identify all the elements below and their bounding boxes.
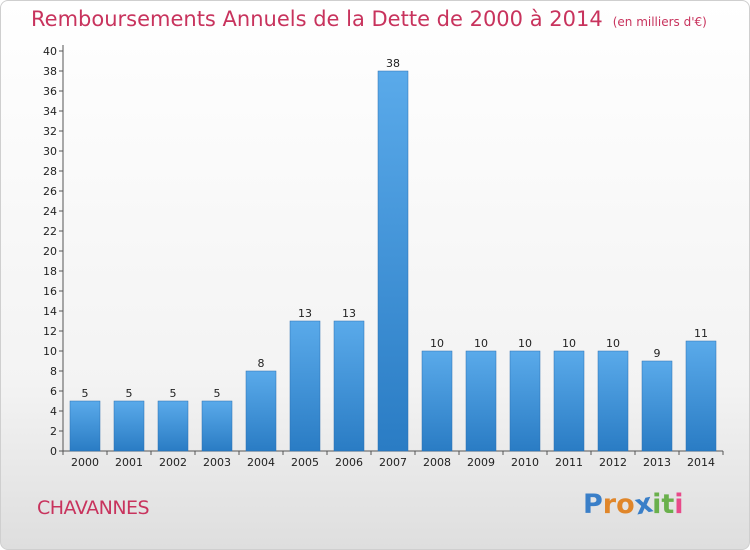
bar — [509, 350, 541, 452]
x-tick-label: 2000 — [71, 456, 99, 469]
x-tick-label: 2005 — [291, 456, 319, 469]
bar — [465, 350, 497, 452]
bar — [597, 350, 629, 452]
bar — [245, 370, 277, 452]
x-tick-label: 2010 — [511, 456, 539, 469]
bar — [333, 320, 365, 452]
y-tick-label: 10 — [43, 345, 57, 358]
bar-value-label: 10 — [474, 337, 488, 350]
city-name: CHAVANNES — [37, 497, 150, 519]
bar — [157, 400, 189, 452]
bar — [421, 350, 453, 452]
bar — [113, 400, 145, 452]
logo-letter: i — [652, 489, 662, 520]
x-tick-label: 2014 — [687, 456, 715, 469]
bar-value-label: 13 — [342, 307, 356, 320]
bar — [641, 360, 673, 452]
y-tick-label: 12 — [43, 325, 57, 338]
bar — [377, 70, 409, 452]
y-tick-label: 24 — [43, 205, 57, 218]
chart-title-text: Remboursements Annuels de la Dette de 20… — [31, 7, 603, 31]
y-tick-label: 38 — [43, 65, 57, 78]
x-tick-label: 2004 — [247, 456, 275, 469]
axes: 0246810121416182022242628303234363840200… — [43, 45, 724, 469]
bar-value-label: 10 — [430, 337, 444, 350]
y-tick-label: 22 — [43, 225, 57, 238]
y-tick-label: 0 — [50, 445, 57, 458]
bar-value-label: 10 — [562, 337, 576, 350]
bars: 5 5 5 5 8 13 13 38 10 10 10 10 10 9 11 — [69, 57, 717, 452]
y-tick-label: 34 — [43, 105, 57, 118]
bar-value-label: 10 — [518, 337, 532, 350]
logo-letter: P — [583, 489, 603, 520]
bar-value-label: 9 — [654, 347, 661, 360]
y-tick-label: 8 — [50, 365, 57, 378]
y-tick-label: 2 — [50, 425, 57, 438]
logo-letter: i — [674, 489, 684, 520]
x-tick-label: 2009 — [467, 456, 495, 469]
bar — [69, 400, 101, 452]
y-tick-label: 18 — [43, 265, 57, 278]
x-tick-label: 2003 — [203, 456, 231, 469]
logo-letter: o — [616, 489, 635, 520]
bar-value-label: 5 — [214, 387, 221, 400]
y-tick-label: 14 — [43, 305, 57, 318]
y-tick-label: 26 — [43, 185, 57, 198]
bar-value-label: 11 — [694, 327, 708, 340]
x-tick-label: 2006 — [335, 456, 363, 469]
bar-value-label: 5 — [170, 387, 177, 400]
x-tick-label: 2013 — [643, 456, 671, 469]
y-tick-label: 40 — [43, 45, 57, 58]
x-tick-label: 2002 — [159, 456, 187, 469]
y-tick-label: 28 — [43, 165, 57, 178]
y-tick-label: 36 — [43, 85, 57, 98]
bar — [289, 320, 321, 452]
x-tick-label: 2001 — [115, 456, 143, 469]
bar-value-label: 8 — [258, 357, 265, 370]
chart-title: Remboursements Annuels de la Dette de 20… — [31, 7, 707, 31]
x-tick-label: 2007 — [379, 456, 407, 469]
x-tick-label: 2008 — [423, 456, 451, 469]
bar-value-label: 5 — [82, 387, 89, 400]
x-tick-label: 2012 — [599, 456, 627, 469]
proxiti-logo: Proxiti — [583, 488, 684, 522]
y-tick-label: 4 — [50, 405, 57, 418]
bar-value-label: 13 — [298, 307, 312, 320]
bar-value-label: 38 — [386, 57, 400, 70]
y-tick-label: 16 — [43, 285, 57, 298]
bar — [553, 350, 585, 452]
x-tick-label: 2011 — [555, 456, 583, 469]
y-tick-label: 32 — [43, 125, 57, 138]
bar — [685, 340, 717, 452]
bar-value-label: 10 — [606, 337, 620, 350]
chart-unit: (en milliers d'€) — [612, 15, 707, 29]
y-tick-label: 30 — [43, 145, 57, 158]
logo-letter: t — [661, 489, 675, 520]
y-tick-label: 6 — [50, 385, 57, 398]
bar — [201, 400, 233, 452]
logo-letter: r — [602, 489, 617, 520]
y-tick-label: 20 — [43, 245, 57, 258]
bar-value-label: 5 — [126, 387, 133, 400]
